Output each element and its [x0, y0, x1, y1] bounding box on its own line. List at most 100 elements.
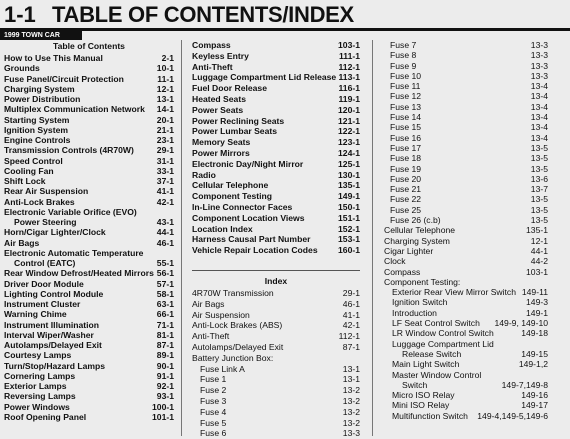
entry-row: Control (EATC) 55-1 — [4, 258, 174, 268]
entry-title: Rear Window Defrost/Heated Mirrors — [4, 268, 154, 279]
entry-page: 58-1 — [156, 288, 174, 299]
entry-title: LF Seat Control Switch — [392, 318, 480, 329]
entry-page: 89-1 — [156, 350, 174, 361]
entry-row: Fuse 14 13-4 — [384, 112, 548, 122]
entry-row: Fuse 4 13-2 — [192, 407, 360, 418]
entry-row: Fuse 8 13-3 — [384, 50, 548, 60]
entry-title: Introduction — [392, 307, 437, 318]
entry-title: Fuse 12 — [390, 91, 422, 102]
entry-row: Air Suspension 41-1 — [192, 310, 360, 321]
entry-row: Air Bags 46-1 — [4, 238, 174, 248]
entry-row: Power Lumbar Seats 122-1 — [192, 126, 360, 137]
entry-title: Control (EATC) — [14, 258, 76, 268]
entry-row: Air Bags 46-1 — [192, 299, 360, 310]
entry-page: 87-1 — [156, 340, 174, 350]
entry-page: 13-2 — [342, 395, 360, 406]
entry-page: 13-3 — [530, 40, 548, 50]
entry-page: 149-17 — [521, 400, 548, 411]
entry-row: Anti-Theft 112-1 — [192, 331, 360, 342]
entry-row: Component Location Views 151-1 — [192, 213, 360, 224]
entry-page: 149-1 — [338, 191, 360, 202]
entry-title: Fuel Door Release — [192, 83, 267, 94]
entry-title: Luggage Compartment Lid — [392, 338, 494, 349]
entry-row: Fuse 1 13-1 — [192, 374, 360, 385]
entry-title: Electronic Day/Night Mirror — [192, 158, 304, 169]
entry-page: 135-1 — [526, 225, 548, 236]
entry-row: Starting System 20-1 — [4, 115, 174, 125]
entry-row: Micro ISO Relay 149-16 — [384, 390, 548, 400]
entry-row: Power Windows 100-1 — [4, 402, 174, 412]
entry-page: 44-1 — [156, 227, 174, 238]
entry-page: 160-1 — [338, 245, 360, 256]
entry-title: Fuse 15 — [390, 122, 422, 133]
entry-title: Component Testing — [192, 191, 273, 202]
entry-title: Air Suspension — [192, 309, 250, 320]
entry-row: Cornering Lamps 91-1 — [4, 371, 174, 381]
entry-row: Fuse 18 13-5 — [384, 153, 548, 163]
entry-title: Cooling Fan — [4, 165, 54, 176]
entry-page: 130-1 — [338, 169, 360, 180]
entry-title: Charging System — [4, 83, 75, 94]
entry-title: Instrument Illumination — [4, 319, 100, 330]
entry-title: Fuse 26 (c.b) — [390, 215, 441, 226]
entry-title: Cigar Lighter — [384, 245, 434, 256]
entry-title: Fuse 9 — [390, 60, 417, 71]
entry-page: 13-2 — [342, 417, 360, 428]
entry-page: 21-1 — [156, 124, 174, 135]
entry-title: Component Location Views — [192, 212, 305, 223]
entry-title: Location Index — [192, 223, 253, 234]
entry-row: Component Testing 149-1 — [192, 191, 360, 202]
entry-row: Anti-Lock Brakes 42-1 — [4, 197, 174, 207]
entry-row: LF Seat Control Switch 149-9, 149-10 — [384, 318, 548, 328]
entry-row: Main Light Switch 149-1,2 — [384, 359, 548, 369]
entry-title: Multifunction Switch — [392, 410, 468, 421]
entry-page: 149-18 — [521, 328, 548, 339]
entry-title: Exterior Lamps — [4, 381, 67, 391]
entry-row: Autolamps/Delayed Exit 87-1 — [192, 342, 360, 353]
entry-row: Power Distribution 13-1 — [4, 94, 174, 104]
entry-row: Charging System 12-1 — [384, 236, 548, 246]
entry-page: 149-3 — [526, 297, 548, 308]
entry-page: 42-1 — [156, 196, 174, 207]
entry-title: Electronic Variable Orifice (EVO) — [4, 206, 137, 217]
entry-page: 149-1 — [526, 307, 548, 318]
entry-page: 13-4 — [530, 91, 548, 102]
entry-row: Heated Seats 119-1 — [192, 94, 360, 105]
entry-page: 37-1 — [156, 176, 174, 186]
entry-title: Roof Opening Panel — [4, 411, 87, 422]
entry-title: Mini ISO Relay — [392, 400, 450, 411]
entry-row: Cigar Lighter 44-1 — [384, 246, 548, 256]
entry-page: 2-1 — [161, 53, 174, 63]
entry-title: Fuse 3 — [200, 395, 227, 406]
entry-page: 12-1 — [156, 83, 174, 94]
entry-title: Fuse 7 — [390, 40, 417, 50]
entry-row: Fuse 6 13-3 — [192, 428, 360, 439]
entry-title: Lighting Control Module — [4, 288, 104, 299]
entry-row: Exterior Lamps 92-1 — [4, 381, 174, 391]
entry-title: Air Bags — [4, 237, 40, 248]
entry-title: 4R70W Transmission — [192, 287, 274, 298]
entry-title: Micro ISO Relay — [392, 390, 455, 401]
entry-title: Compass — [384, 266, 421, 277]
entry-title: Harness Causal Part Number — [192, 234, 311, 245]
section-number: 1-1 — [4, 2, 36, 27]
entry-title: Fuse 4 — [200, 406, 227, 417]
entry-title: Fuse Link A — [200, 363, 245, 374]
entry-page: 149-4,149-5,149-6 — [477, 410, 548, 421]
entry-title: Driver Door Module — [4, 278, 84, 289]
entry-row: Radio 130-1 — [192, 170, 360, 181]
entry-row: Autolamps/Delayed Exit 87-1 — [4, 340, 174, 350]
entry-page: 149-7,149-8 — [501, 379, 548, 390]
entry-title: Switch — [402, 379, 428, 390]
entry-page: 149-9, 149-10 — [494, 318, 548, 329]
entry-row: Fuse 16 13-4 — [384, 133, 548, 143]
entry-row: Anti-Lock Brakes (ABS) 42-1 — [192, 320, 360, 331]
entry-page: 44-2 — [530, 256, 548, 267]
entry-row: Fuse 7 13-3 — [384, 40, 548, 50]
entry-title: Fuse 21 — [390, 184, 422, 195]
entry-title: Speed Control — [4, 155, 63, 166]
entry-title: Electronic Automatic Temperature — [4, 247, 144, 258]
entry-page: 111-1 — [338, 50, 360, 61]
entry-title: Exterior Rear View Mirror Switch — [392, 287, 517, 298]
